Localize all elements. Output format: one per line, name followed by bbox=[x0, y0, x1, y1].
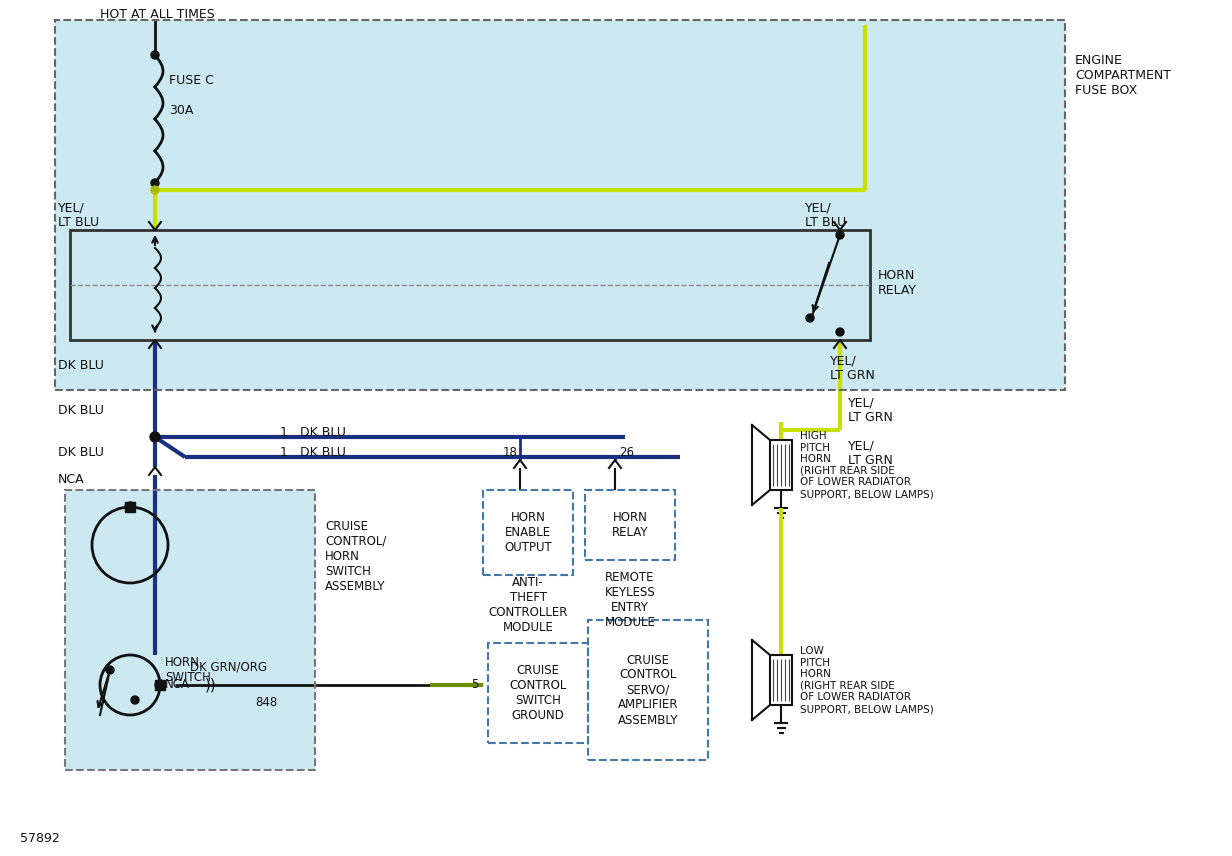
Text: DK BLU: DK BLU bbox=[58, 403, 103, 417]
Text: HORN
SWITCH: HORN SWITCH bbox=[165, 656, 211, 684]
Text: ANTI-
THEFT
CONTROLLER
MODULE: ANTI- THEFT CONTROLLER MODULE bbox=[488, 576, 568, 634]
Circle shape bbox=[806, 314, 814, 322]
Text: 26: 26 bbox=[618, 445, 634, 459]
Text: )): )) bbox=[205, 677, 217, 693]
Bar bbox=[770, 440, 792, 490]
Circle shape bbox=[152, 179, 159, 187]
Text: YEL/
LT GRN: YEL/ LT GRN bbox=[848, 396, 893, 424]
Text: DK BLU: DK BLU bbox=[58, 359, 103, 372]
Circle shape bbox=[152, 51, 159, 59]
Text: CRUISE
CONTROL
SERVO/
AMPLIFIER
ASSEMBLY: CRUISE CONTROL SERVO/ AMPLIFIER ASSEMBLY bbox=[617, 653, 679, 727]
Circle shape bbox=[131, 696, 139, 704]
Text: 57892: 57892 bbox=[20, 831, 59, 845]
Text: DK BLU: DK BLU bbox=[301, 445, 346, 459]
Text: 1: 1 bbox=[280, 425, 288, 438]
Circle shape bbox=[106, 666, 115, 674]
Circle shape bbox=[837, 328, 844, 336]
Bar bbox=[488, 643, 588, 743]
Circle shape bbox=[837, 231, 844, 239]
Bar bbox=[155, 680, 165, 690]
Text: 18: 18 bbox=[503, 445, 517, 459]
Circle shape bbox=[155, 680, 165, 690]
Text: CRUISE
CONTROL
SWITCH
GROUND: CRUISE CONTROL SWITCH GROUND bbox=[509, 664, 567, 722]
Text: CRUISE
CONTROL/
HORN
SWITCH
ASSEMBLY: CRUISE CONTROL/ HORN SWITCH ASSEMBLY bbox=[325, 520, 387, 593]
Bar bbox=[70, 230, 870, 340]
Text: 30A: 30A bbox=[169, 104, 193, 116]
Text: HORN
RELAY: HORN RELAY bbox=[878, 269, 917, 297]
Text: YEL/
LT BLU: YEL/ LT BLU bbox=[58, 201, 99, 229]
Bar bbox=[124, 502, 136, 512]
Bar bbox=[55, 20, 1064, 390]
Text: NCA: NCA bbox=[58, 473, 85, 485]
Text: HOT AT ALL TIMES: HOT AT ALL TIMES bbox=[100, 8, 214, 21]
Bar bbox=[585, 490, 675, 560]
Text: YEL/
LT GRN: YEL/ LT GRN bbox=[830, 354, 875, 382]
Bar bbox=[770, 655, 792, 705]
Bar bbox=[588, 620, 708, 760]
Circle shape bbox=[150, 432, 160, 442]
Text: NCA: NCA bbox=[165, 679, 190, 692]
Bar bbox=[55, 20, 1064, 390]
Circle shape bbox=[152, 186, 159, 194]
Text: REMOTE
KEYLESS
ENTRY
MODULE: REMOTE KEYLESS ENTRY MODULE bbox=[605, 571, 655, 629]
Text: YEL/
LT GRN: YEL/ LT GRN bbox=[848, 439, 893, 467]
Circle shape bbox=[124, 502, 136, 512]
Text: FUSE C: FUSE C bbox=[169, 74, 214, 86]
Bar bbox=[483, 490, 573, 575]
Text: LOW
PITCH
HORN
(RIGHT REAR SIDE
OF LOWER RADIATOR
SUPPORT, BELOW LAMPS): LOW PITCH HORN (RIGHT REAR SIDE OF LOWER… bbox=[800, 646, 934, 714]
Text: HIGH
PITCH
HORN
(RIGHT REAR SIDE
OF LOWER RADIATOR
SUPPORT, BELOW LAMPS): HIGH PITCH HORN (RIGHT REAR SIDE OF LOWE… bbox=[800, 431, 934, 499]
Text: DK GRN/ORG: DK GRN/ORG bbox=[190, 661, 267, 674]
Text: 848: 848 bbox=[255, 697, 277, 710]
Text: ENGINE
COMPARTMENT
FUSE BOX: ENGINE COMPARTMENT FUSE BOX bbox=[1076, 54, 1170, 97]
Bar bbox=[70, 230, 870, 340]
Text: 5: 5 bbox=[471, 679, 478, 692]
Text: DK BLU: DK BLU bbox=[301, 425, 346, 438]
Text: DK BLU: DK BLU bbox=[58, 445, 103, 459]
Text: HORN
ENABLE
OUTPUT: HORN ENABLE OUTPUT bbox=[504, 511, 552, 554]
Bar bbox=[65, 490, 315, 770]
Text: YEL/
LT BLU: YEL/ LT BLU bbox=[804, 201, 846, 229]
Text: HORN
RELAY: HORN RELAY bbox=[612, 511, 648, 539]
Text: 1: 1 bbox=[280, 445, 288, 459]
Bar bbox=[65, 490, 315, 770]
